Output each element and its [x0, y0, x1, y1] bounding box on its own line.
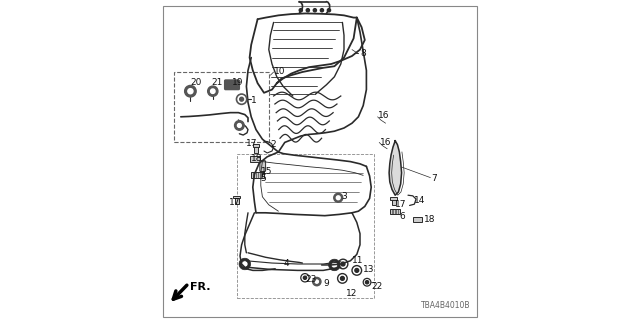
Bar: [413, 217, 422, 222]
Text: 16: 16: [380, 138, 392, 147]
Circle shape: [307, 9, 310, 12]
Bar: [390, 209, 400, 214]
Text: 6: 6: [399, 212, 405, 221]
Bar: [253, 145, 259, 147]
Circle shape: [237, 124, 241, 127]
Wedge shape: [239, 258, 251, 270]
Text: 17: 17: [396, 200, 406, 209]
Circle shape: [207, 86, 218, 96]
Circle shape: [314, 9, 317, 12]
FancyBboxPatch shape: [260, 161, 266, 172]
Text: FR.: FR.: [191, 282, 211, 292]
Text: 7: 7: [431, 174, 437, 183]
Circle shape: [312, 277, 321, 286]
Text: 9: 9: [323, 279, 329, 288]
Text: 12: 12: [346, 289, 358, 298]
Bar: [392, 198, 396, 205]
Text: 14: 14: [414, 196, 425, 204]
Circle shape: [341, 262, 345, 266]
Circle shape: [300, 9, 303, 12]
Circle shape: [328, 9, 331, 12]
Circle shape: [234, 121, 244, 130]
Bar: [250, 156, 260, 162]
Bar: [390, 197, 397, 200]
Text: 17: 17: [246, 139, 257, 148]
Circle shape: [321, 9, 324, 12]
Text: 16: 16: [378, 111, 390, 120]
Circle shape: [185, 85, 196, 97]
Text: 21: 21: [211, 78, 223, 87]
Text: 17: 17: [229, 198, 240, 207]
Bar: [254, 145, 258, 153]
Text: 22: 22: [372, 282, 383, 291]
Bar: [235, 196, 239, 204]
Text: 10: 10: [274, 67, 285, 76]
Text: 19: 19: [232, 78, 243, 87]
Circle shape: [334, 193, 343, 202]
Bar: [174, 72, 269, 142]
Text: 8: 8: [361, 49, 366, 58]
Bar: [237, 154, 374, 298]
Text: 20: 20: [190, 78, 202, 87]
Text: 18: 18: [251, 154, 262, 163]
Circle shape: [188, 89, 193, 94]
Text: 1: 1: [251, 96, 257, 105]
Bar: [234, 196, 240, 198]
Circle shape: [355, 268, 359, 272]
Text: 4: 4: [283, 260, 289, 268]
Circle shape: [315, 280, 319, 283]
Text: 15: 15: [260, 167, 272, 176]
Text: 11: 11: [352, 256, 364, 265]
FancyBboxPatch shape: [225, 80, 239, 90]
Polygon shape: [389, 141, 402, 195]
Text: TBA4B4010B: TBA4B4010B: [421, 301, 470, 310]
Circle shape: [303, 276, 307, 279]
Circle shape: [337, 196, 340, 200]
Text: 13: 13: [364, 265, 374, 274]
Text: 5: 5: [260, 174, 266, 183]
Circle shape: [211, 89, 215, 93]
Bar: [251, 172, 264, 178]
Text: 3: 3: [342, 192, 348, 201]
Circle shape: [365, 281, 369, 284]
Text: 2: 2: [270, 140, 276, 149]
Wedge shape: [329, 259, 340, 271]
Text: 18: 18: [424, 215, 435, 224]
Text: 23: 23: [305, 276, 317, 284]
Circle shape: [340, 276, 344, 280]
Circle shape: [240, 97, 243, 101]
